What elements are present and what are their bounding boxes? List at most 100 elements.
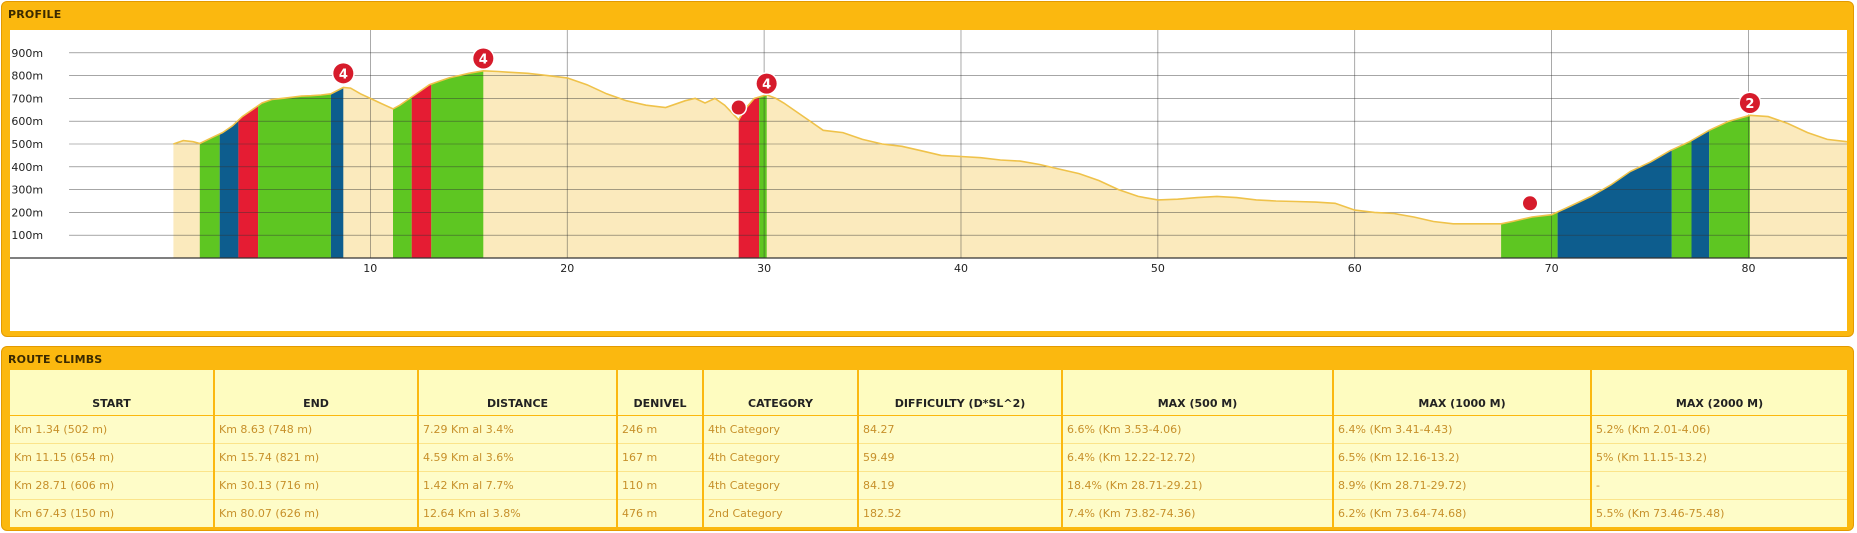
header-start: START — [10, 370, 215, 416]
header-max-500: MAX (500 M) — [1062, 370, 1334, 416]
table-row: Km 11.15 (654 m) Km 15.74 (821 m) 4.59 K… — [10, 443, 1847, 472]
cell-max-2000: 5% (Km 11.15-13.2) — [1591, 443, 1847, 472]
cell-distance: 7.29 Km al 3.4% — [418, 415, 618, 444]
cell-denivel: 110 m — [617, 471, 704, 500]
cell-end: Km 80.07 (626 m) — [214, 499, 419, 527]
cell-start: Km 28.71 (606 m) — [10, 471, 215, 500]
climb-segment-red — [411, 84, 432, 258]
x-tick-label: 60 — [1348, 262, 1362, 275]
climbs-table: START END DISTANCE DENIVEL CATEGORY DIFF… — [10, 370, 1847, 527]
summit-marker — [731, 100, 746, 115]
category-marker — [473, 48, 494, 69]
elevation-profile-svg: 100m 200m 300m 400m 500m 600m 700m 800m 900m 10 20… — [10, 30, 1847, 275]
marker-label: 4 — [339, 67, 348, 82]
climbs-title: ROUTE CLIMBS — [8, 353, 103, 366]
cell-category: 2nd Category — [703, 499, 859, 527]
cell-end: Km 30.13 (716 m) — [214, 471, 419, 500]
cell-distance: 4.59 Km al 3.6% — [418, 443, 618, 472]
y-tick-label: 400m — [11, 161, 43, 174]
category-marker — [1739, 92, 1760, 113]
cell-category: 4th Category — [703, 415, 859, 444]
x-tick-label: 10 — [363, 262, 377, 275]
cell-start: Km 67.43 (150 m) — [10, 499, 215, 527]
marker-label: 2 — [1745, 97, 1754, 112]
header-category: CATEGORY — [703, 370, 859, 416]
cell-max-500: 6.6% (Km 3.53-4.06) — [1062, 415, 1334, 444]
cell-max-500: 7.4% (Km 73.82-74.36) — [1062, 499, 1334, 527]
climbs-panel: ROUTE CLIMBS START END DISTANCE DENIVEL … — [1, 346, 1854, 531]
cell-max-1000: 8.9% (Km 28.71-29.72) — [1333, 471, 1592, 500]
header-difficulty: DIFFICULTY (D*SL^2) — [858, 370, 1063, 416]
x-tick-label: 70 — [1545, 262, 1559, 275]
climb-segment-blue — [330, 87, 344, 258]
climb-segment-green — [258, 93, 331, 258]
y-tick-label: 900m — [11, 47, 43, 60]
x-tick-label: 80 — [1742, 262, 1756, 275]
y-tick-label: 500m — [11, 138, 43, 151]
header-end: END — [214, 370, 419, 416]
cell-difficulty: 182.52 — [858, 499, 1063, 527]
y-tick-label: 200m — [11, 206, 43, 219]
header-max-1000: MAX (1000 M) — [1333, 370, 1592, 416]
y-tick-label: 700m — [11, 92, 43, 105]
header-distance: DISTANCE — [418, 370, 618, 416]
climb-segment-blue — [1557, 149, 1672, 258]
cell-distance: 1.42 Km al 7.7% — [418, 471, 618, 500]
marker-label: 4 — [479, 53, 488, 68]
header-denivel: DENIVEL — [617, 370, 704, 416]
cell-difficulty: 84.19 — [858, 471, 1063, 500]
cell-difficulty: 59.49 — [858, 443, 1063, 472]
x-tick-label: 40 — [954, 262, 968, 275]
profile-chart: 100m 200m 300m 400m 500m 600m 700m 800m 900m 10 20… — [10, 30, 1847, 331]
climb-segment-blue — [219, 120, 239, 258]
table-row: Km 67.43 (150 m) Km 80.07 (626 m) 12.64 … — [10, 499, 1847, 527]
category-marker — [333, 63, 354, 84]
x-tick-label: 20 — [560, 262, 574, 275]
profile-area — [173, 70, 1847, 258]
climbs-header-row: START END DISTANCE DENIVEL CATEGORY DIFF… — [10, 370, 1847, 416]
climbs-table-box: START END DISTANCE DENIVEL CATEGORY DIFF… — [10, 370, 1847, 527]
marker-label: 4 — [762, 78, 771, 93]
cell-denivel: 167 m — [617, 443, 704, 472]
header-max-2000: MAX (2000 M) — [1591, 370, 1847, 416]
cell-max-500: 6.4% (Km 12.22-12.72) — [1062, 443, 1334, 472]
cell-max-1000: 6.2% (Km 73.64-74.68) — [1333, 499, 1592, 527]
y-tick-label: 800m — [11, 70, 43, 83]
category-marker — [756, 73, 777, 94]
cell-max-2000: 5.5% (Km 73.46-75.48) — [1591, 499, 1847, 527]
summit-marker — [1523, 196, 1538, 211]
climb-segment-red — [738, 97, 760, 258]
table-row: Km 28.71 (606 m) Km 30.13 (716 m) 1.42 K… — [10, 471, 1847, 500]
climb-segment-green — [431, 70, 484, 258]
cell-max-1000: 6.4% (Km 3.41-4.43) — [1333, 415, 1592, 444]
table-row: Km 1.34 (502 m) Km 8.63 (748 m) 7.29 Km … — [10, 415, 1847, 444]
x-tick-label: 50 — [1151, 262, 1165, 275]
y-tick-label: 100m — [11, 229, 43, 242]
climb-segment-green — [199, 134, 220, 258]
climb-segment-green — [393, 97, 412, 258]
cell-max-1000: 6.5% (Km 12.16-13.2) — [1333, 443, 1592, 472]
cell-max-500: 18.4% (Km 28.71-29.21) — [1062, 471, 1334, 500]
cell-start: Km 11.15 (654 m) — [10, 443, 215, 472]
profile-title: PROFILE — [8, 8, 62, 21]
cell-difficulty: 84.27 — [858, 415, 1063, 444]
cell-max-2000: - — [1591, 471, 1847, 500]
cell-max-2000: 5.2% (Km 2.01-4.06) — [1591, 415, 1847, 444]
cell-category: 4th Category — [703, 443, 859, 472]
x-tick-label: 30 — [757, 262, 771, 275]
cell-denivel: 476 m — [617, 499, 704, 527]
cell-start: Km 1.34 (502 m) — [10, 415, 215, 444]
climb-segment-blue — [1691, 130, 1710, 258]
profile-line — [173, 69, 1847, 225]
y-tick-label: 600m — [11, 115, 43, 128]
cell-end: Km 15.74 (821 m) — [214, 443, 419, 472]
climb-segment-green — [1709, 115, 1750, 258]
cell-denivel: 246 m — [617, 415, 704, 444]
y-tick-label: 300m — [11, 184, 43, 197]
profile-panel: PROFILE 100m 200m 300m 400m 500m 600m 700m 800m… — [1, 1, 1854, 337]
cell-category: 4th Category — [703, 471, 859, 500]
cell-distance: 12.64 Km al 3.8% — [418, 499, 618, 527]
climb-segment-green — [1671, 140, 1692, 258]
cell-end: Km 8.63 (748 m) — [214, 415, 419, 444]
climb-segment-green — [759, 94, 767, 258]
